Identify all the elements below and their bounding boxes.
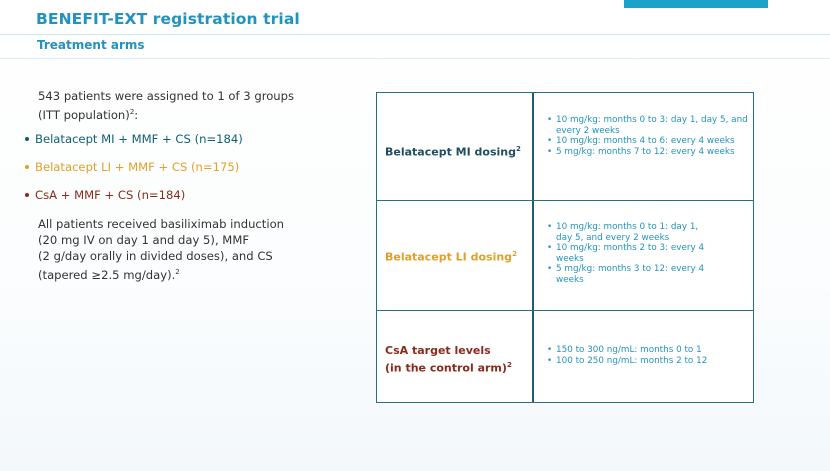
arm-label: Belatacept MI + MMF + CS (n=184) [35,132,243,146]
note-ref: 2 [175,268,180,276]
dosing-item: 5 mg/kg: months 3 to 12: every 4 weeks [547,264,717,285]
dosing-cell-csa: 150 to 300 ng/mL: months 0 to 1 100 to 2… [547,345,747,366]
bullet-dot-icon [25,192,29,197]
arm-item-belatacept-mi: Belatacept MI + MMF + CS (n=184) [25,131,243,147]
row-label-text: Belatacept MI dosing [385,145,516,159]
top-accent-bar [624,0,768,8]
dosing-table: Belatacept MI dosing2 10 mg/kg: months 0… [376,92,754,403]
row-label-text: Belatacept LI dosing [385,250,513,264]
note-line-1: All patients received basiliximab induct… [38,217,285,231]
bullet-dot-icon [25,164,29,169]
page-title: BENEFIT-EXT registration trial [36,10,300,28]
intro-colon: : [134,107,139,122]
page-subtitle: Treatment arms [37,38,145,52]
note-line-3: (2 g/day orally in divided doses), and C… [38,249,273,263]
dosing-item: 150 to 300 ng/mL: months 0 to 1 [547,345,747,356]
dosing-item: 100 to 250 ng/mL: months 2 to 12 [547,356,747,367]
dosing-cell-belatacept-mi: 10 mg/kg: months 0 to 3: day 1, day 5, a… [547,115,752,157]
row-label-csa: CsA target levels (in the control arm)2 [385,343,512,376]
table-column-divider [532,93,534,402]
row-label-ref: 2 [516,145,521,153]
dosing-item: 10 mg/kg: months 4 to 6: every 4 weeks [547,136,752,147]
row-label-ref: 2 [512,250,517,258]
row-label-belatacept-mi: Belatacept MI dosing2 [385,142,521,160]
row-label-text-2: (in the control arm) [385,361,507,375]
arm-label: CsA + MMF + CS (n=184) [35,188,186,202]
subtitle-divider [0,58,830,59]
induction-note: All patients received basiliximab induct… [38,216,284,283]
row-label-text: CsA target levels [385,344,491,357]
intro-line-1: 543 patients were assigned to 1 of 3 gro… [38,89,295,103]
note-line-4: (tapered ≥2.5 mg/day). [38,267,176,282]
row-label-belatacept-li: Belatacept LI dosing2 [385,247,517,265]
dosing-item: 10 mg/kg: months 0 to 1: day 1, day 5, a… [547,222,717,243]
dosing-item: 10 mg/kg: months 2 to 3: every 4 weeks [547,243,717,264]
note-line-2: (20 mg IV on day 1 and day 5), MMF [38,233,249,247]
row-label-ref: 2 [506,361,512,369]
dosing-cell-belatacept-li: 10 mg/kg: months 0 to 1: day 1, day 5, a… [547,222,717,286]
title-divider [0,34,830,35]
table-row-divider [377,310,753,311]
dosing-item: 10 mg/kg: months 0 to 3: day 1, day 5, a… [547,115,752,136]
arm-label: Belatacept LI + MMF + CS (n=175) [35,160,240,174]
bullet-dot-icon [25,136,29,141]
intro-text: 543 patients were assigned to 1 of 3 gro… [38,88,294,123]
arm-item-csa: CsA + MMF + CS (n=184) [25,187,185,203]
intro-ref: 2 [129,108,135,116]
intro-line-2: (ITT population) [38,107,130,122]
table-row-divider [377,200,753,201]
dosing-item: 5 mg/kg: months 7 to 12: every 4 weeks [547,147,752,158]
arm-item-belatacept-li: Belatacept LI + MMF + CS (n=175) [25,159,239,175]
